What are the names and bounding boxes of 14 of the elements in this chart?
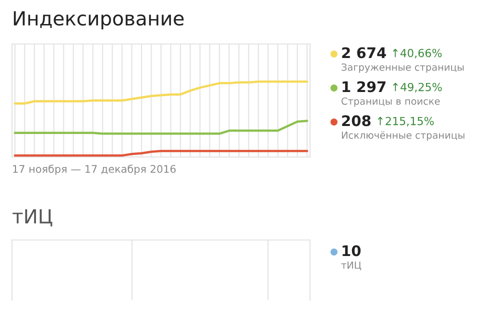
text: 208 [342, 115, 371, 126]
text: 10 [342, 245, 361, 256]
x-axis-title: 17 ноября — 17 декабря 2016 [13, 164, 176, 175]
chart-title: Индексирование [14, 11, 184, 30]
legend-label: тИЦ [341, 262, 362, 270]
text: ↑40,66% [392, 48, 442, 58]
legend-label: Загруженные страницы [342, 63, 464, 73]
text: ↑49,25% [393, 82, 442, 92]
legend-label: Страницы в поиске [342, 97, 440, 107]
text: 1 297 [342, 81, 386, 92]
text: ↑215,15% [378, 116, 434, 126]
text: 2 674 [342, 47, 386, 58]
text: тИЦ [12, 209, 52, 226]
legend-label: Исключённые страницы [342, 131, 464, 141]
